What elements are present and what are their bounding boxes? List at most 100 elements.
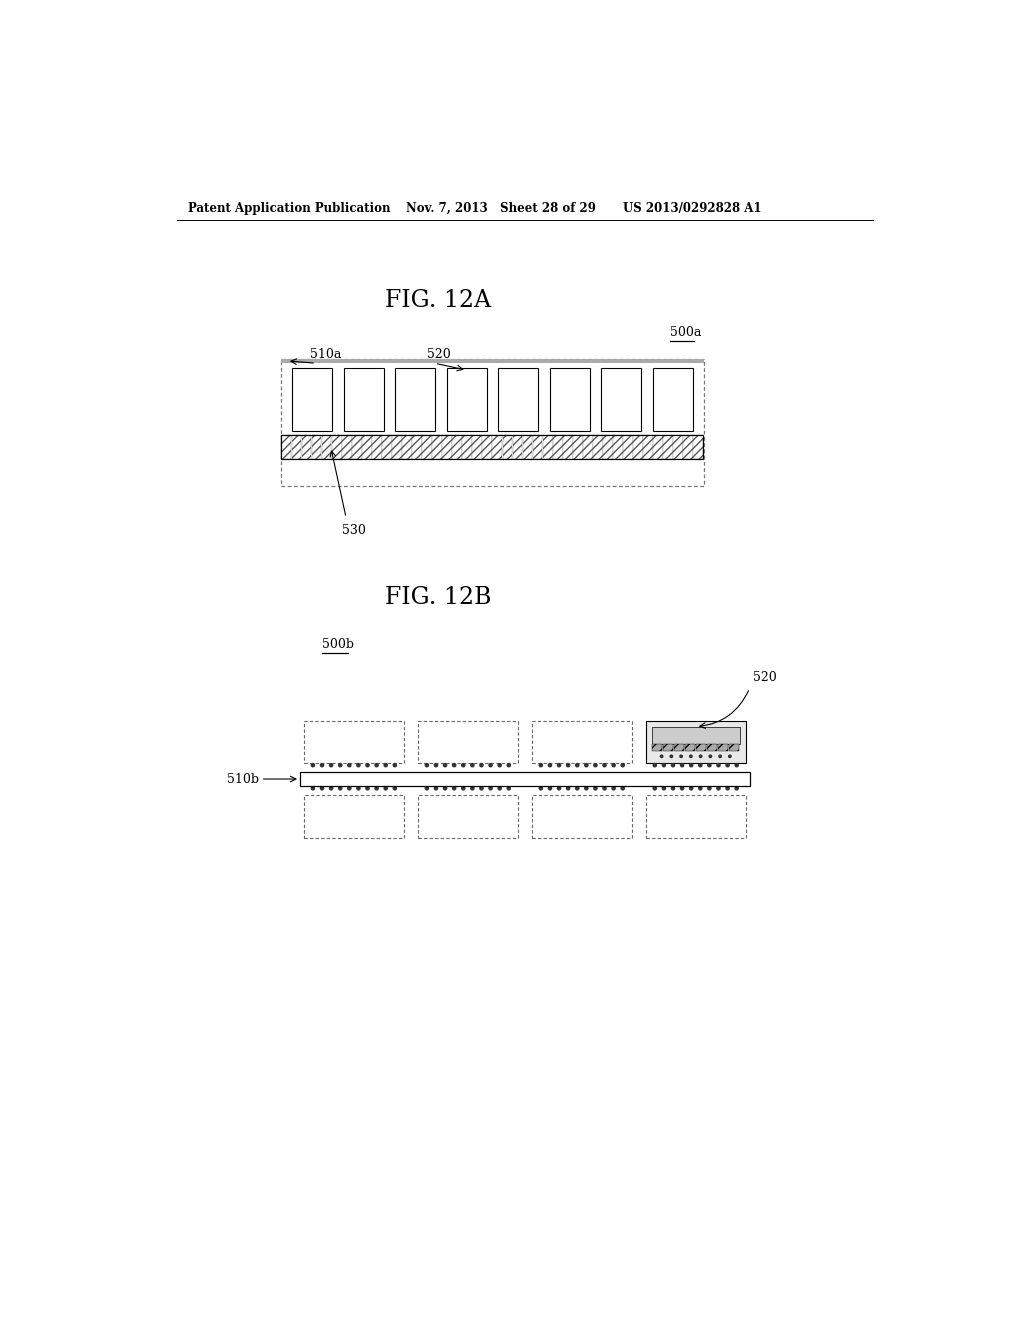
Bar [653,434,663,459]
Bar [531,721,632,763]
Circle shape [366,785,370,791]
Circle shape [347,785,351,791]
Circle shape [488,763,493,767]
Bar [663,743,674,751]
Bar [282,434,291,459]
Bar [613,434,623,459]
Bar [674,743,684,751]
Text: Patent Application Publication: Patent Application Publication [188,202,391,215]
Circle shape [539,763,543,767]
Circle shape [680,785,684,791]
Bar [332,434,342,459]
Circle shape [356,785,360,791]
Text: 510b: 510b [227,772,259,785]
Circle shape [356,763,360,767]
Bar [322,434,332,459]
Bar [652,368,693,430]
Circle shape [557,785,561,791]
Circle shape [662,763,667,767]
Circle shape [452,763,457,767]
Text: US 2013/0292828 A1: US 2013/0292828 A1 [624,202,762,215]
Circle shape [452,785,457,791]
Circle shape [689,785,693,791]
Circle shape [461,763,466,767]
Circle shape [728,755,732,758]
Circle shape [716,763,721,767]
Bar [392,434,401,459]
Circle shape [671,763,675,767]
Bar [633,434,643,459]
Bar [593,434,603,459]
Bar [281,359,705,486]
Circle shape [392,763,397,767]
Bar [462,434,472,459]
Bar [503,434,512,459]
Bar [563,434,572,459]
Circle shape [574,785,580,791]
Circle shape [383,785,388,791]
Bar [282,434,703,459]
Circle shape [319,785,325,791]
Bar [623,434,633,459]
Bar [643,434,653,459]
Bar [361,434,372,459]
Text: 510a: 510a [310,348,341,360]
Bar [304,795,403,838]
Circle shape [602,785,607,791]
Circle shape [662,785,667,791]
Circle shape [593,763,598,767]
Circle shape [698,785,702,791]
Text: 520: 520 [754,672,777,684]
Text: 500b: 500b [322,638,353,651]
Circle shape [498,785,502,791]
Circle shape [470,785,475,791]
Circle shape [383,763,388,767]
Bar [652,743,663,751]
Circle shape [461,785,466,791]
Circle shape [725,785,730,791]
Circle shape [709,755,713,758]
Circle shape [584,785,589,791]
Text: 530: 530 [342,524,366,537]
Circle shape [679,755,683,758]
Circle shape [338,763,342,767]
Bar [402,434,412,459]
Circle shape [425,785,429,791]
Circle shape [652,785,657,791]
Bar [707,743,717,751]
Bar [395,368,435,430]
Bar [412,434,422,459]
Circle shape [425,763,429,767]
Bar [729,743,739,751]
Circle shape [602,763,607,767]
Circle shape [593,785,598,791]
Bar [553,434,562,459]
Bar [472,434,482,459]
Bar [572,434,583,459]
Bar [664,434,673,459]
Circle shape [498,763,502,767]
Circle shape [557,763,561,767]
Bar [513,434,522,459]
Bar [693,434,703,459]
Circle shape [698,763,702,767]
Bar [532,434,543,459]
Circle shape [470,763,475,767]
Bar [683,434,693,459]
Circle shape [366,763,370,767]
Circle shape [310,785,315,791]
Circle shape [310,763,315,767]
Bar [603,434,612,459]
Circle shape [611,785,616,791]
Circle shape [347,763,351,767]
Circle shape [574,763,580,767]
Text: 500a: 500a [670,326,701,339]
Text: Nov. 7, 2013   Sheet 28 of 29: Nov. 7, 2013 Sheet 28 of 29 [407,202,596,215]
Text: FIG. 12A: FIG. 12A [385,289,492,313]
Circle shape [433,785,438,791]
Bar [601,368,641,430]
Bar [432,434,442,459]
Circle shape [479,785,483,791]
Bar [311,434,322,459]
Circle shape [734,763,739,767]
